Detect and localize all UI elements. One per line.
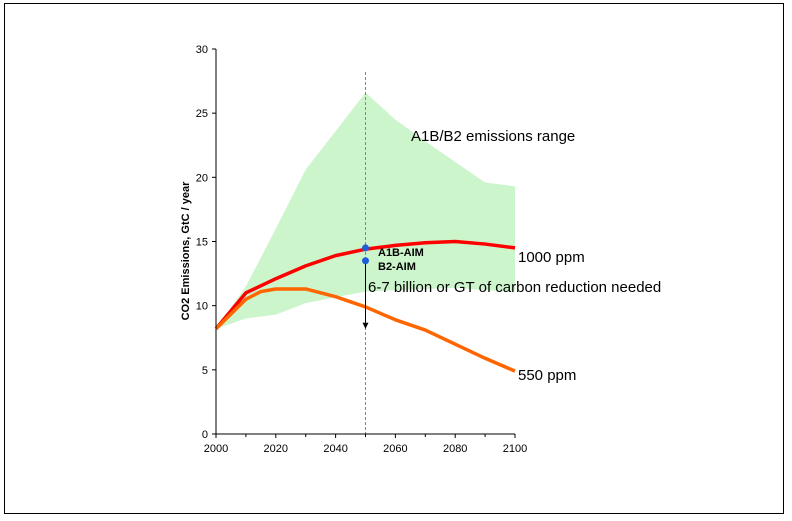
range-label: A1B/B2 emissions range	[411, 128, 575, 145]
reduction-arrow-head	[362, 322, 369, 329]
x-tick-label: 2080	[443, 443, 467, 455]
y-tick-label: 25	[196, 108, 208, 120]
reduction-label: 6-7 billion or GT of carbon reduction ne…	[368, 279, 661, 296]
x-tick-label: 2000	[204, 443, 228, 455]
point-label-a1b: A1B-AIM	[378, 247, 424, 259]
point-label-b2: B2-AIM	[378, 261, 416, 273]
y-axis-label: CO2 Emissions, GtC / year	[180, 181, 192, 320]
x-tick-label: 2060	[383, 443, 407, 455]
y-tick-label: 15	[196, 237, 208, 249]
series-line-550ppm	[214, 287, 516, 373]
x-tick-label: 2100	[503, 443, 527, 455]
x-tick-label: 2040	[323, 443, 347, 455]
chart-frame	[4, 3, 784, 514]
y-tick-label: 10	[196, 301, 208, 313]
y-tick-label: 5	[202, 365, 208, 377]
y-tick-label: 0	[202, 429, 208, 441]
data-point-a1b-aim	[362, 244, 369, 252]
series-1000-label: 1000 ppm	[518, 249, 585, 266]
data-point-b2-aim	[362, 257, 369, 265]
x-tick-label: 2020	[264, 443, 288, 455]
y-tick-label: 30	[196, 44, 208, 56]
series-550-label: 550 ppm	[518, 367, 576, 384]
range-band	[216, 92, 515, 329]
y-tick-label: 20	[196, 172, 208, 184]
